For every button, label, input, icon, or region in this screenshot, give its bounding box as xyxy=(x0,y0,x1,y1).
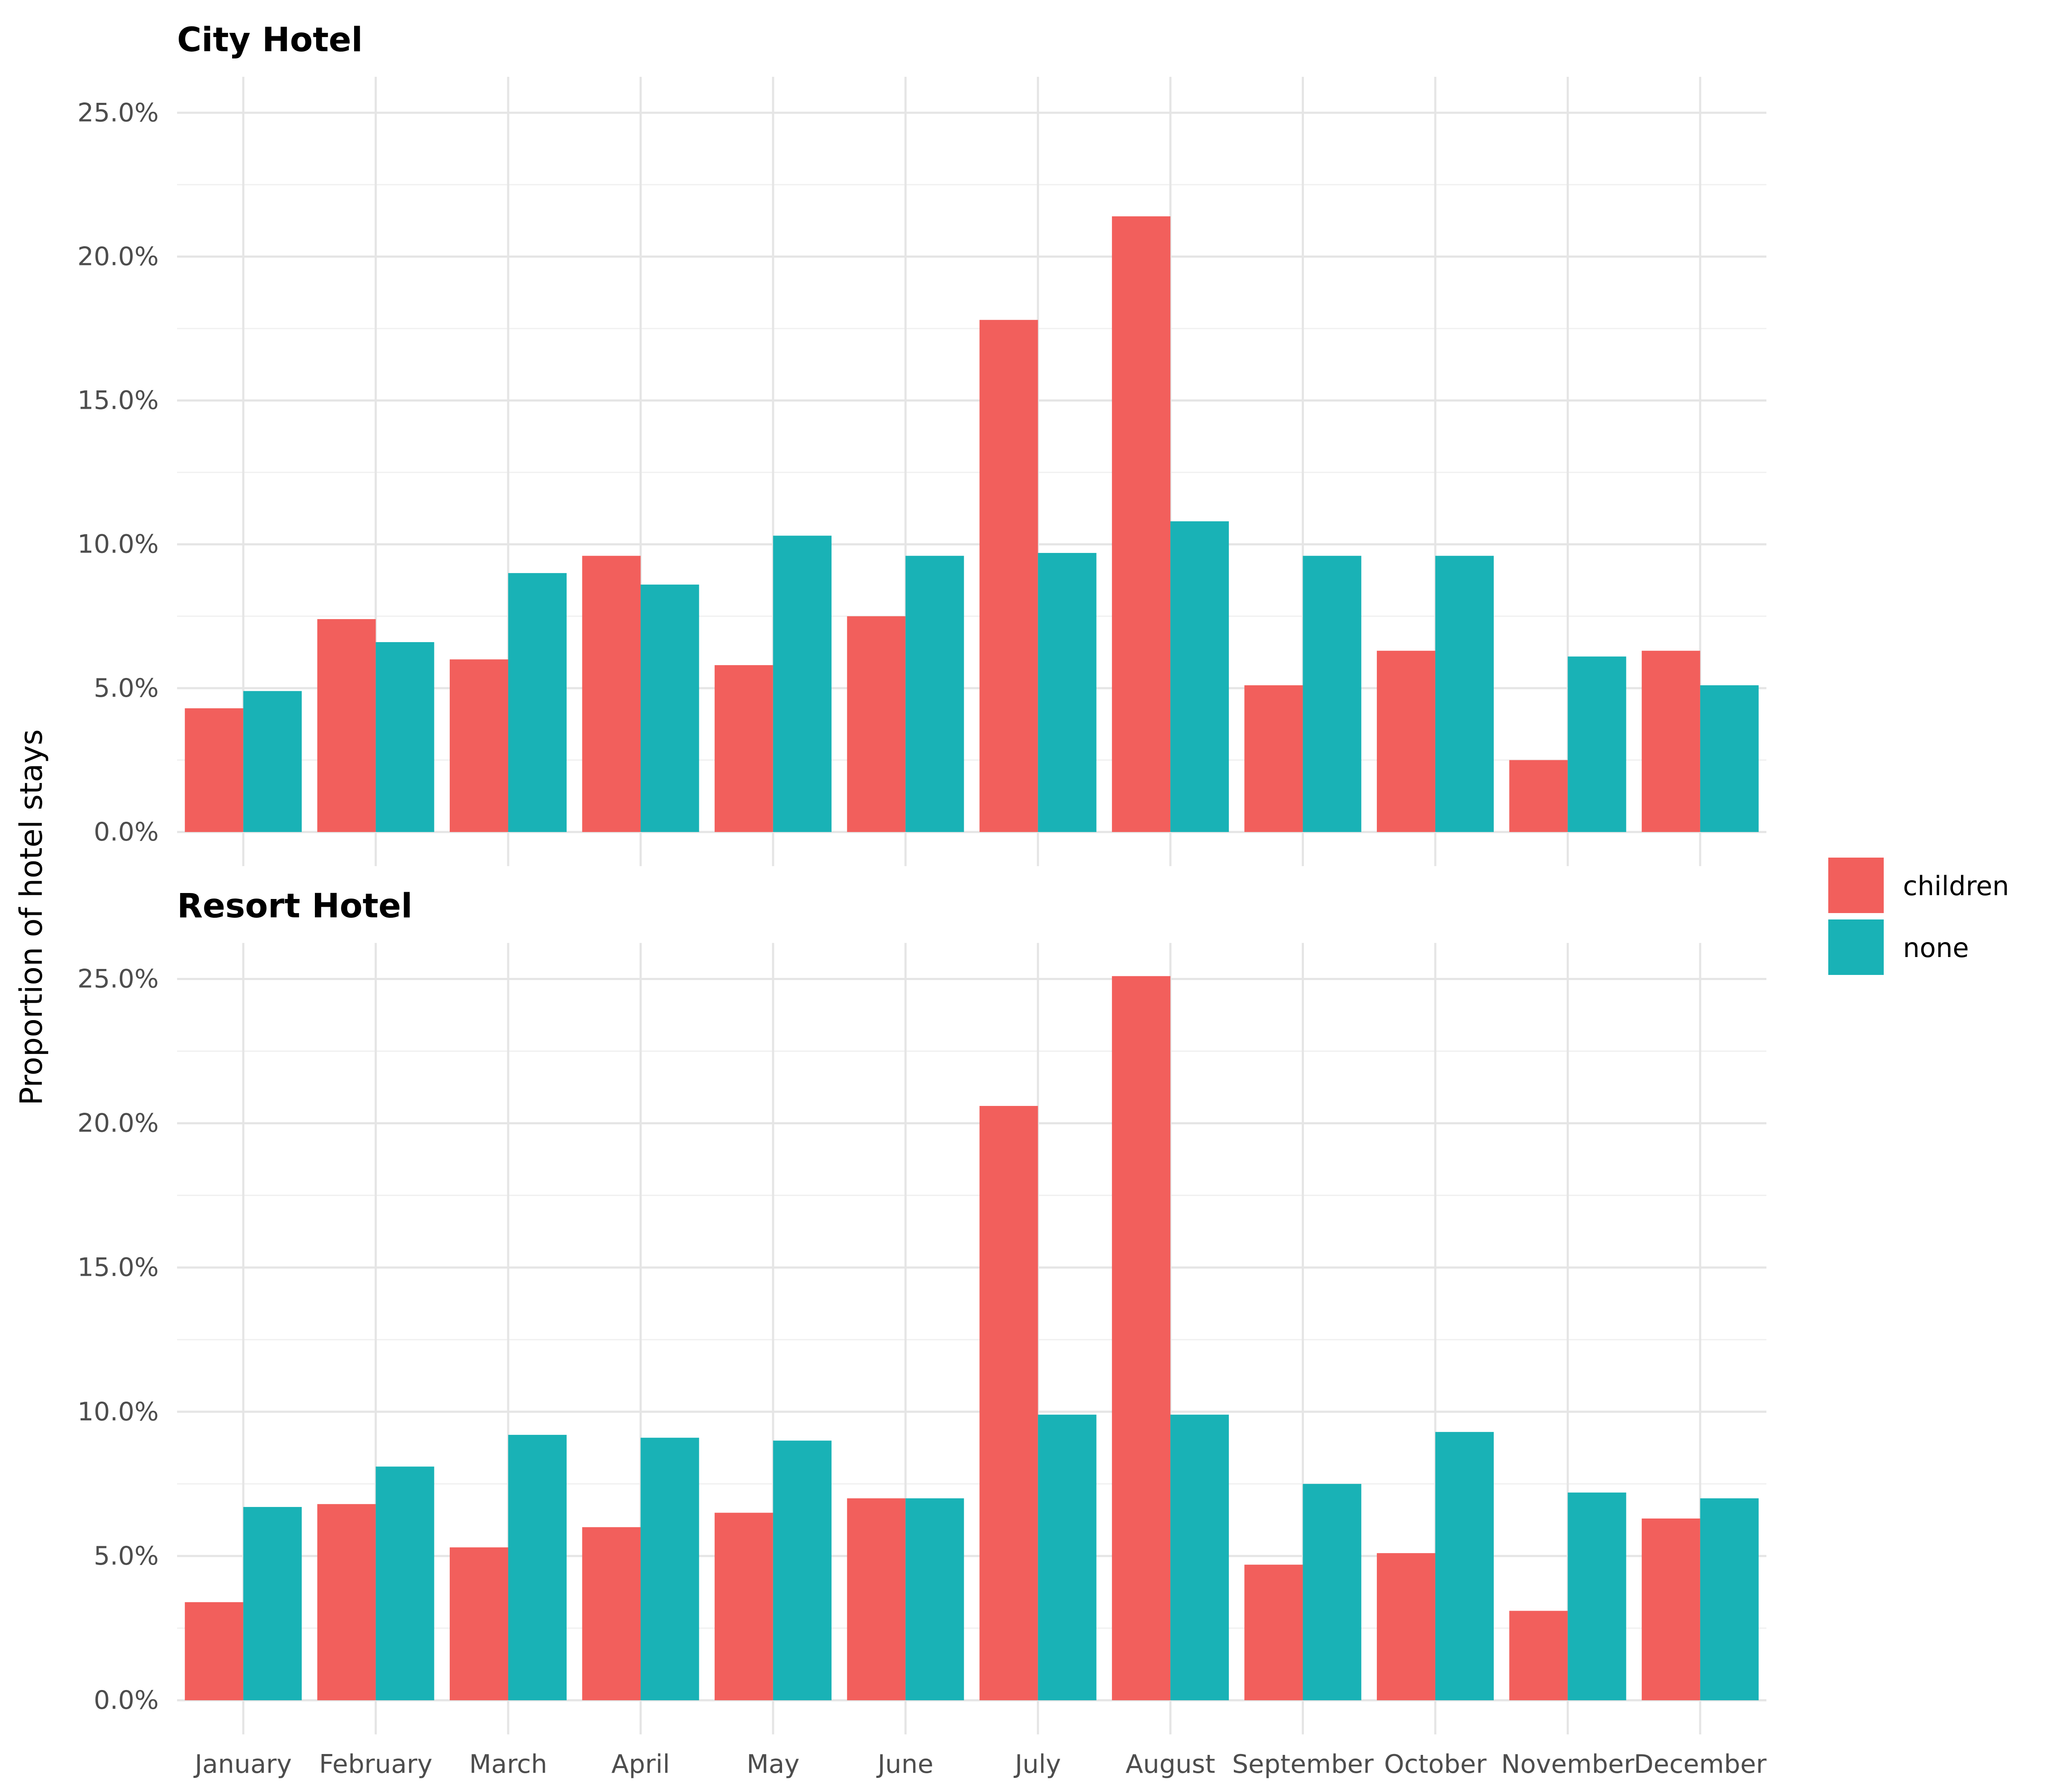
y-tick-label: 5.0% xyxy=(94,673,159,703)
bar-children-september xyxy=(1244,685,1303,832)
legend-key-children xyxy=(1828,858,1884,913)
bar-children-july xyxy=(979,1106,1038,1700)
bar-children-august xyxy=(1112,216,1171,832)
bar-children-november xyxy=(1509,1611,1568,1700)
bar-children-march xyxy=(450,659,509,832)
y-tick-label: 20.0% xyxy=(77,241,159,271)
bar-none-august xyxy=(1170,1414,1229,1700)
y-tick-label: 25.0% xyxy=(77,98,159,128)
y-tick-label: 5.0% xyxy=(94,1541,159,1571)
bar-none-june xyxy=(905,1498,964,1700)
bar-children-january xyxy=(185,1602,244,1700)
x-tick-label: October xyxy=(1384,1749,1487,1779)
legend-label-none: none xyxy=(1903,932,1969,963)
y-axis-title: Proportion of hotel stays xyxy=(13,729,49,1105)
y-tick-label: 25.0% xyxy=(77,964,159,994)
bar-none-september xyxy=(1303,1484,1361,1700)
bar-none-october xyxy=(1435,556,1494,832)
legend-label-children: children xyxy=(1903,870,2009,902)
y-tick-label: 10.0% xyxy=(77,529,159,559)
y-tick-label: 0.0% xyxy=(94,817,159,847)
legend-key-none xyxy=(1828,919,1884,975)
x-tick-label: February xyxy=(319,1749,433,1779)
bar-none-may xyxy=(773,535,832,832)
x-tick-label: May xyxy=(747,1749,800,1779)
bar-none-january xyxy=(243,1507,302,1700)
bar-none-august xyxy=(1170,521,1229,832)
bar-none-march xyxy=(508,573,567,832)
x-tick-label: August xyxy=(1126,1749,1215,1779)
facet-panel-city-hotel: 0.0% 5.0% 10.0% 15.0% 20.0% 25.0% City Hotel xyxy=(77,21,1766,866)
bar-children-october xyxy=(1376,1553,1435,1700)
bar-children-july xyxy=(979,320,1038,832)
bar-none-june xyxy=(905,556,964,832)
panel-title: Resort Hotel xyxy=(177,887,413,925)
bar-children-march xyxy=(450,1547,509,1700)
bar-children-december xyxy=(1641,651,1700,832)
bar-children-october xyxy=(1376,651,1435,832)
bar-children-june xyxy=(847,616,906,832)
bar-none-december xyxy=(1700,685,1759,832)
bar-none-december xyxy=(1700,1498,1759,1700)
bar-none-february xyxy=(375,642,434,832)
x-axis-labels: January February March April May June July Augu… xyxy=(193,1749,1766,1779)
bar-children-may xyxy=(714,1513,773,1700)
panel-title: City Hotel xyxy=(177,21,363,59)
legend: children none xyxy=(1828,858,2009,975)
x-tick-label: March xyxy=(469,1749,547,1779)
bar-none-january xyxy=(243,691,302,832)
x-tick-label: September xyxy=(1232,1749,1374,1779)
x-tick-label: January xyxy=(193,1749,291,1779)
bar-none-february xyxy=(375,1466,434,1700)
bar-children-april xyxy=(582,556,641,832)
bar-children-february xyxy=(317,619,376,832)
bar-none-july xyxy=(1038,1414,1097,1700)
bar-none-july xyxy=(1038,553,1097,832)
bar-none-april xyxy=(640,585,699,832)
x-tick-label: April xyxy=(611,1749,670,1779)
bar-children-february xyxy=(317,1504,376,1700)
bar-children-december xyxy=(1641,1519,1700,1700)
bar-none-november xyxy=(1568,656,1626,832)
x-tick-label: December xyxy=(1634,1749,1766,1779)
bar-none-april xyxy=(640,1437,699,1700)
facet-panels: 0.0%5.0%10.0%15.0%20.0%25.0%City Hotel0.… xyxy=(77,21,1766,1779)
bar-children-november xyxy=(1509,760,1568,832)
bar-children-january xyxy=(185,708,244,832)
bar-none-march xyxy=(508,1434,567,1700)
bar-none-may xyxy=(773,1440,832,1700)
y-tick-label: 10.0% xyxy=(77,1397,159,1427)
x-tick-label: November xyxy=(1501,1749,1634,1779)
y-tick-label: 15.0% xyxy=(77,386,159,416)
bar-children-may xyxy=(714,665,773,832)
bar-children-august xyxy=(1112,976,1171,1700)
y-tick-label: 20.0% xyxy=(77,1108,159,1138)
bar-none-september xyxy=(1303,556,1361,832)
bar-children-april xyxy=(582,1527,641,1700)
y-tick-label: 0.0% xyxy=(94,1685,159,1715)
x-tick-label: July xyxy=(1013,1749,1061,1779)
x-tick-label: June xyxy=(876,1749,934,1779)
y-tick-label: 15.0% xyxy=(77,1253,159,1283)
bar-children-june xyxy=(847,1498,906,1700)
facet-panel-resort-hotel: 0.0% 5.0% 10.0% 15.0% 20.0% 25.0% Resort Hotel xyxy=(77,887,1766,1734)
bar-none-october xyxy=(1435,1432,1494,1700)
bar-children-september xyxy=(1244,1565,1303,1700)
bar-none-november xyxy=(1568,1492,1626,1700)
